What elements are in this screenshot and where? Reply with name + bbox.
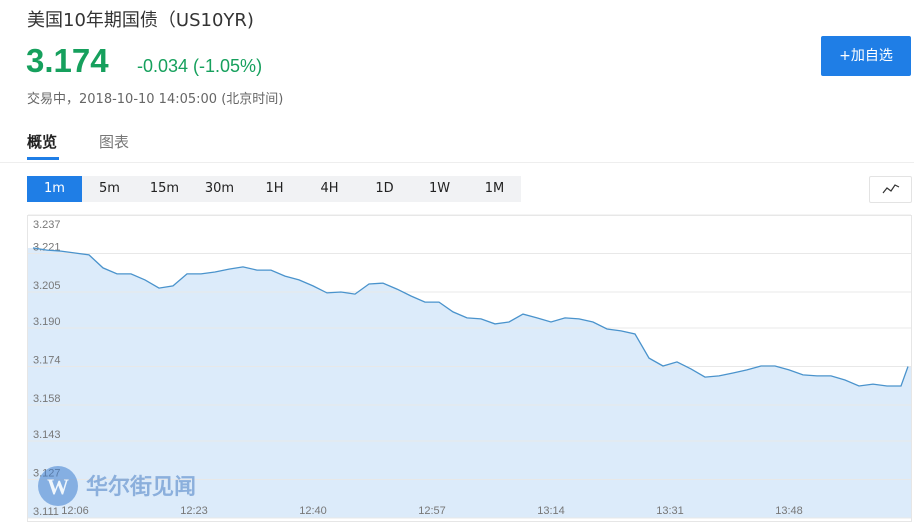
x-tick-label: 12:06 [61,505,89,517]
x-tick-label: 12:57 [418,505,446,517]
watermark-logo [38,466,78,506]
interval-button[interactable]: 1m [27,176,82,202]
tab[interactable]: 概览 [27,133,58,151]
add-watchlist-button[interactable]: +加自选 [821,36,911,76]
line [32,247,909,387]
status: 交易中，2018-10-10 14:05:00 (北京时间) [27,92,284,107]
x-tick-label: 13:14 [537,505,565,517]
interval-button[interactable]: 4H [320,181,339,196]
y-tick-label: 3.221 [33,241,61,253]
interval-button[interactable]: 15m [149,181,180,196]
x-tick-label: 13:48 [775,505,803,517]
y-tick-label: 3.174 [33,355,61,367]
y-tick-label: 3.237 [33,219,61,231]
divider [0,162,914,163]
y-tick-label: 3.143 [33,429,61,441]
x-tick-label: 13:31 [656,505,684,517]
tab-indicator [27,157,59,160]
y-tick-label: 3.205 [33,280,61,292]
title: 美国10年期国债（US10YR) [27,10,254,31]
icon [882,184,900,194]
watermark-text: 华尔街见闻 [86,474,196,500]
chart-type-button[interactable] [869,176,912,203]
interval-bar [27,176,521,202]
tab[interactable]: 图表 [99,133,130,151]
x-tick-label: 12:23 [180,505,208,517]
y-tick-label: 3.158 [33,393,61,405]
interval-button[interactable]: 1M [484,181,505,196]
interval-button[interactable]: 1H [265,181,284,196]
interval-button[interactable]: 1W [428,181,451,196]
y-tick-label: 3.190 [33,316,61,328]
area [28,247,911,518]
price-change: -0.034 (-1.05%) [137,56,263,76]
y-tick-label: 3.111 [33,506,59,518]
interval-button[interactable]: 5m [99,181,120,196]
price: 3.174 [26,42,109,79]
interval-button[interactable]: 30m [204,181,235,196]
interval-button[interactable]: 1D [375,181,394,196]
x-tick-label: 12:40 [299,505,327,517]
watermark: W 华尔街见闻 [38,466,196,506]
watermark-logo-letter: W [47,474,69,499]
